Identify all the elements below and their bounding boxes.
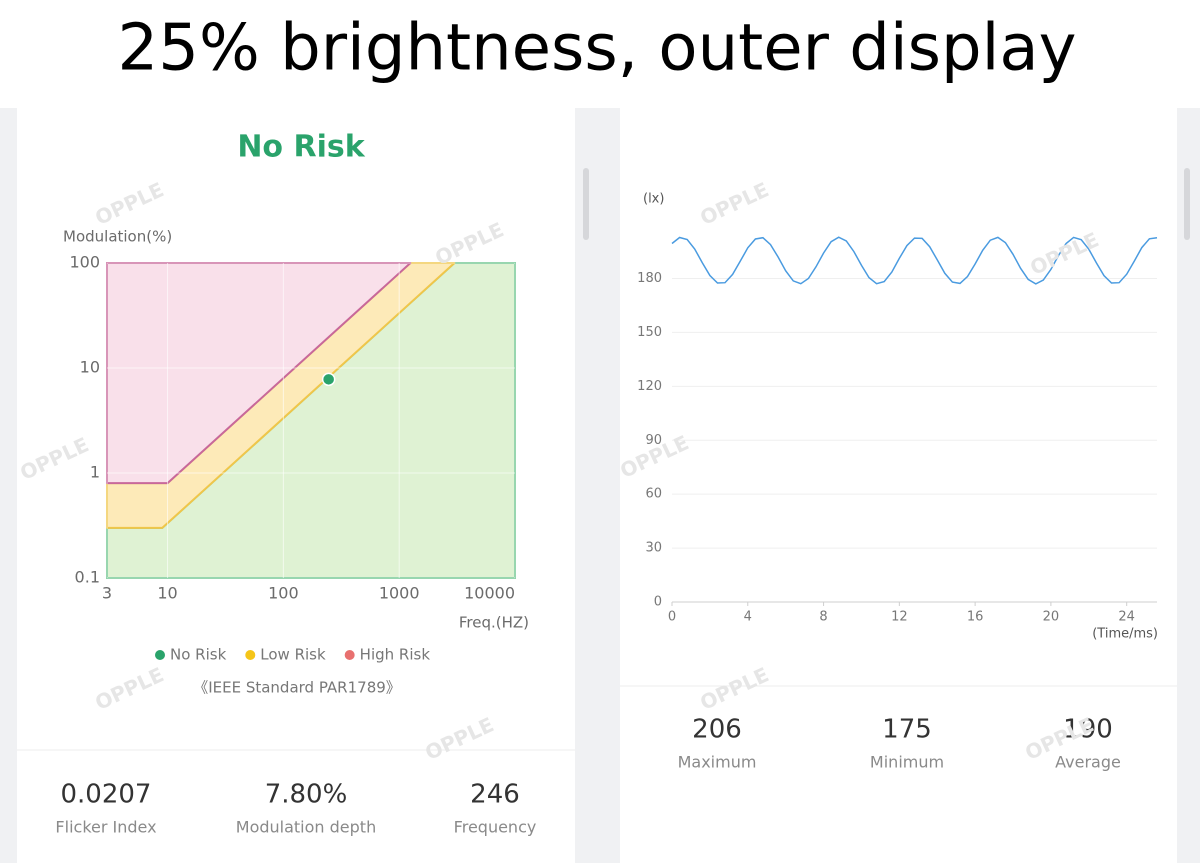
x-tick-label: 24 [1118, 610, 1135, 625]
y-tick-label: 90 [645, 433, 662, 448]
scrollbar [583, 168, 589, 240]
x-tick-label: 100 [268, 584, 299, 603]
scrollbar [1184, 168, 1190, 240]
x-tick-label: 16 [967, 610, 984, 625]
metric-label: Maximum [678, 753, 757, 772]
y-axis-label: Modulation(%) [63, 228, 172, 246]
right-panel [620, 108, 1177, 863]
y-axis-label: (lx) [643, 192, 664, 207]
metric-value: 0.0207 [61, 780, 152, 810]
x-tick-label: 10000 [464, 584, 515, 603]
y-tick-label: 30 [645, 541, 662, 556]
metric-value: 206 [692, 715, 742, 745]
y-tick-label: 10 [80, 358, 100, 377]
y-tick-label: 150 [637, 325, 662, 340]
x-tick-label: 1000 [379, 584, 420, 603]
x-axis-label: Freq.(HZ) [459, 614, 529, 632]
chart-title: No Risk [237, 130, 365, 165]
x-tick-label: 0 [668, 610, 676, 625]
x-tick-label: 4 [744, 610, 752, 625]
y-tick-label: 0.1 [75, 568, 100, 587]
x-axis-label: (Time/ms) [1092, 627, 1158, 642]
x-tick-label: 10 [157, 584, 177, 603]
measurement-point [321, 372, 336, 387]
metric-label: Frequency [454, 818, 537, 837]
y-tick-label: 100 [69, 253, 100, 272]
metric-label: Average [1055, 753, 1121, 772]
legend-marker [344, 650, 355, 660]
y-tick-label: 0 [654, 595, 662, 610]
metric-label: Flicker Index [55, 818, 156, 837]
metric-label: Modulation depth [236, 818, 376, 837]
metric-value: 190 [1063, 715, 1113, 745]
x-tick-label: 8 [819, 610, 827, 625]
metric-value: 7.80% [265, 780, 348, 810]
legend-marker [155, 650, 165, 660]
data-line [671, 236, 1158, 285]
legend-label: High Risk [360, 646, 431, 664]
x-tick-label: 12 [891, 610, 908, 625]
page-title: 25% brightness, outer display [118, 12, 1077, 86]
metric-value: 175 [882, 715, 932, 745]
x-tick-label: 20 [1043, 610, 1060, 625]
legend-label: No Risk [170, 646, 227, 664]
legend-marker [245, 650, 256, 660]
legend-label: Low Risk [260, 646, 326, 664]
y-tick-label: 1 [90, 463, 100, 482]
header [0, 0, 1200, 108]
x-tick-label: 3 [102, 584, 112, 603]
y-tick-label: 180 [637, 271, 662, 286]
y-tick-label: 60 [645, 487, 662, 502]
metric-label: Minimum [870, 753, 944, 772]
y-tick-label: 120 [637, 379, 662, 394]
chart-note: 《IEEE Standard PAR1789》 [193, 679, 401, 697]
metric-value: 246 [470, 780, 520, 810]
